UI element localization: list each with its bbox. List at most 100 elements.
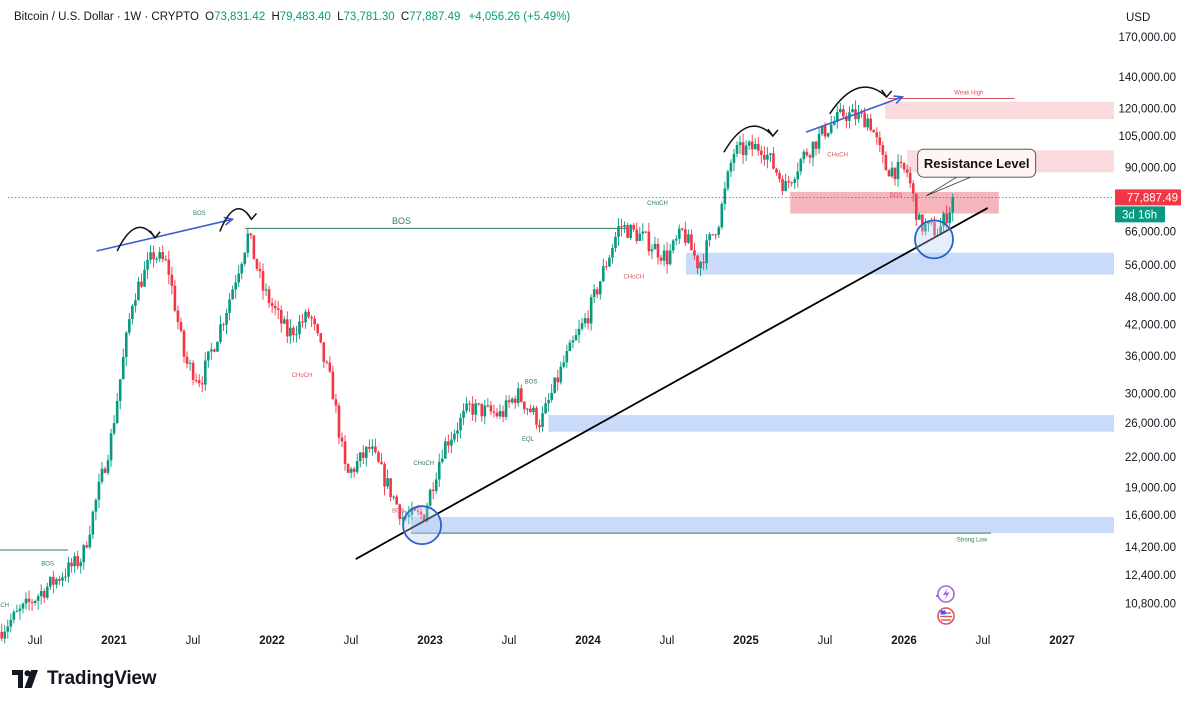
curved-arrow bbox=[723, 125, 774, 153]
currency-label[interactable]: USD bbox=[1126, 12, 1151, 24]
candle-body bbox=[179, 321, 183, 331]
low-label: L bbox=[337, 11, 344, 23]
candle-body bbox=[866, 118, 869, 128]
x-tick-label: Jul bbox=[818, 635, 833, 647]
candle-body bbox=[121, 356, 125, 380]
x-tick-label: 2027 bbox=[1049, 635, 1075, 647]
candle-body bbox=[835, 111, 839, 122]
candle-body bbox=[507, 400, 511, 403]
candle-body bbox=[88, 534, 92, 548]
candle-body bbox=[0, 631, 3, 639]
candle-body bbox=[635, 229, 639, 242]
candle-body bbox=[568, 342, 572, 352]
time-axis[interactable]: Jul 2021 Jul 2022 Jul 2023 Jul 2024 Jul 2025 Jul 20… bbox=[28, 635, 1075, 647]
candle-body bbox=[76, 556, 79, 567]
candle-body bbox=[45, 586, 49, 598]
candle-body bbox=[298, 321, 301, 335]
candle-body bbox=[808, 155, 812, 158]
candle-body bbox=[650, 249, 654, 252]
structure-label: BOS bbox=[392, 509, 405, 515]
candle-body bbox=[902, 162, 906, 170]
candle-body bbox=[942, 213, 945, 227]
candle-body bbox=[927, 221, 930, 224]
candle-body bbox=[726, 171, 730, 189]
highlight-circle bbox=[402, 505, 443, 546]
candle-body bbox=[440, 458, 444, 462]
candle-body bbox=[295, 334, 298, 336]
lightning-icon[interactable] bbox=[935, 585, 955, 603]
candle-body bbox=[623, 225, 626, 228]
candle-body bbox=[210, 349, 213, 352]
x-tick-label: 2026 bbox=[891, 635, 917, 647]
candle-body bbox=[747, 141, 751, 146]
y-tick-label: 10,800.00 bbox=[1125, 598, 1176, 610]
candle-body bbox=[538, 424, 541, 428]
candle-body bbox=[389, 478, 392, 497]
candle-body bbox=[471, 403, 474, 415]
candle-body bbox=[322, 342, 326, 362]
tradingview-logo[interactable]: TV TradingView bbox=[12, 668, 157, 690]
price-axis[interactable]: 10,800.00 12,400.00 14,200.00 16,600.00 19,0… bbox=[1115, 32, 1181, 610]
levels-layer bbox=[0, 98, 1114, 551]
candle-body bbox=[12, 611, 16, 620]
candle-body bbox=[796, 171, 800, 180]
candle-body bbox=[358, 452, 362, 462]
candle-body bbox=[279, 309, 283, 324]
candle-body bbox=[592, 289, 596, 298]
trend-arrow-line bbox=[805, 96, 903, 133]
structure-label: BOS bbox=[41, 561, 54, 567]
candle-body bbox=[677, 228, 681, 239]
candle-body bbox=[100, 468, 104, 482]
candle-body bbox=[753, 143, 757, 150]
us-flag-icon[interactable] bbox=[937, 607, 955, 625]
candle-body bbox=[103, 468, 107, 473]
candle-body bbox=[149, 252, 152, 260]
candle-body bbox=[498, 411, 502, 417]
candle-body bbox=[282, 319, 286, 324]
open-label: O bbox=[205, 11, 215, 23]
candle-body bbox=[684, 229, 687, 243]
structure-label: CHoCH bbox=[292, 373, 313, 379]
candle-body bbox=[632, 224, 635, 230]
candle-body bbox=[361, 452, 365, 458]
candle-body bbox=[550, 392, 553, 400]
candle-body bbox=[641, 231, 645, 234]
candle-body bbox=[811, 141, 815, 158]
candle-body bbox=[194, 380, 198, 382]
candle-body bbox=[620, 226, 623, 228]
candle-body bbox=[18, 608, 22, 612]
candle-body bbox=[699, 262, 702, 269]
y-tick-label: 66,000.00 bbox=[1125, 226, 1176, 238]
candle-body bbox=[565, 351, 569, 363]
candle-body bbox=[273, 305, 277, 309]
y-tick-label: 42,000.00 bbox=[1125, 319, 1176, 331]
candle-body bbox=[185, 356, 189, 364]
x-tick-label: Jul bbox=[28, 635, 43, 647]
candle-body bbox=[914, 193, 918, 220]
symbol-title[interactable]: Bitcoin / U.S. Dollar · 1W · CRYPTO bbox=[14, 11, 199, 23]
candle-body bbox=[626, 225, 629, 238]
x-tick-label: Jul bbox=[502, 635, 517, 647]
demand-zone bbox=[411, 516, 1114, 534]
candle-body bbox=[97, 481, 101, 500]
candle-body bbox=[860, 112, 863, 114]
y-tick-label: 14,200.00 bbox=[1125, 542, 1176, 554]
candle-body bbox=[696, 255, 699, 269]
candle-body bbox=[124, 332, 128, 357]
y-tick-label: 48,000.00 bbox=[1125, 292, 1176, 304]
candle-body bbox=[605, 266, 608, 268]
candle-body bbox=[775, 168, 778, 173]
candle-body bbox=[911, 183, 915, 194]
candle-body bbox=[79, 562, 82, 567]
structure-label: EQL bbox=[522, 437, 535, 443]
candle-body bbox=[474, 403, 477, 415]
structure-label: Strong Low bbox=[957, 537, 988, 543]
candle-body bbox=[504, 400, 508, 418]
candle-body bbox=[434, 479, 438, 491]
candle-body bbox=[945, 213, 948, 224]
callout-pointer bbox=[925, 176, 971, 197]
candle-body bbox=[246, 233, 250, 253]
candle-body bbox=[662, 250, 666, 261]
candle-body bbox=[462, 410, 465, 418]
